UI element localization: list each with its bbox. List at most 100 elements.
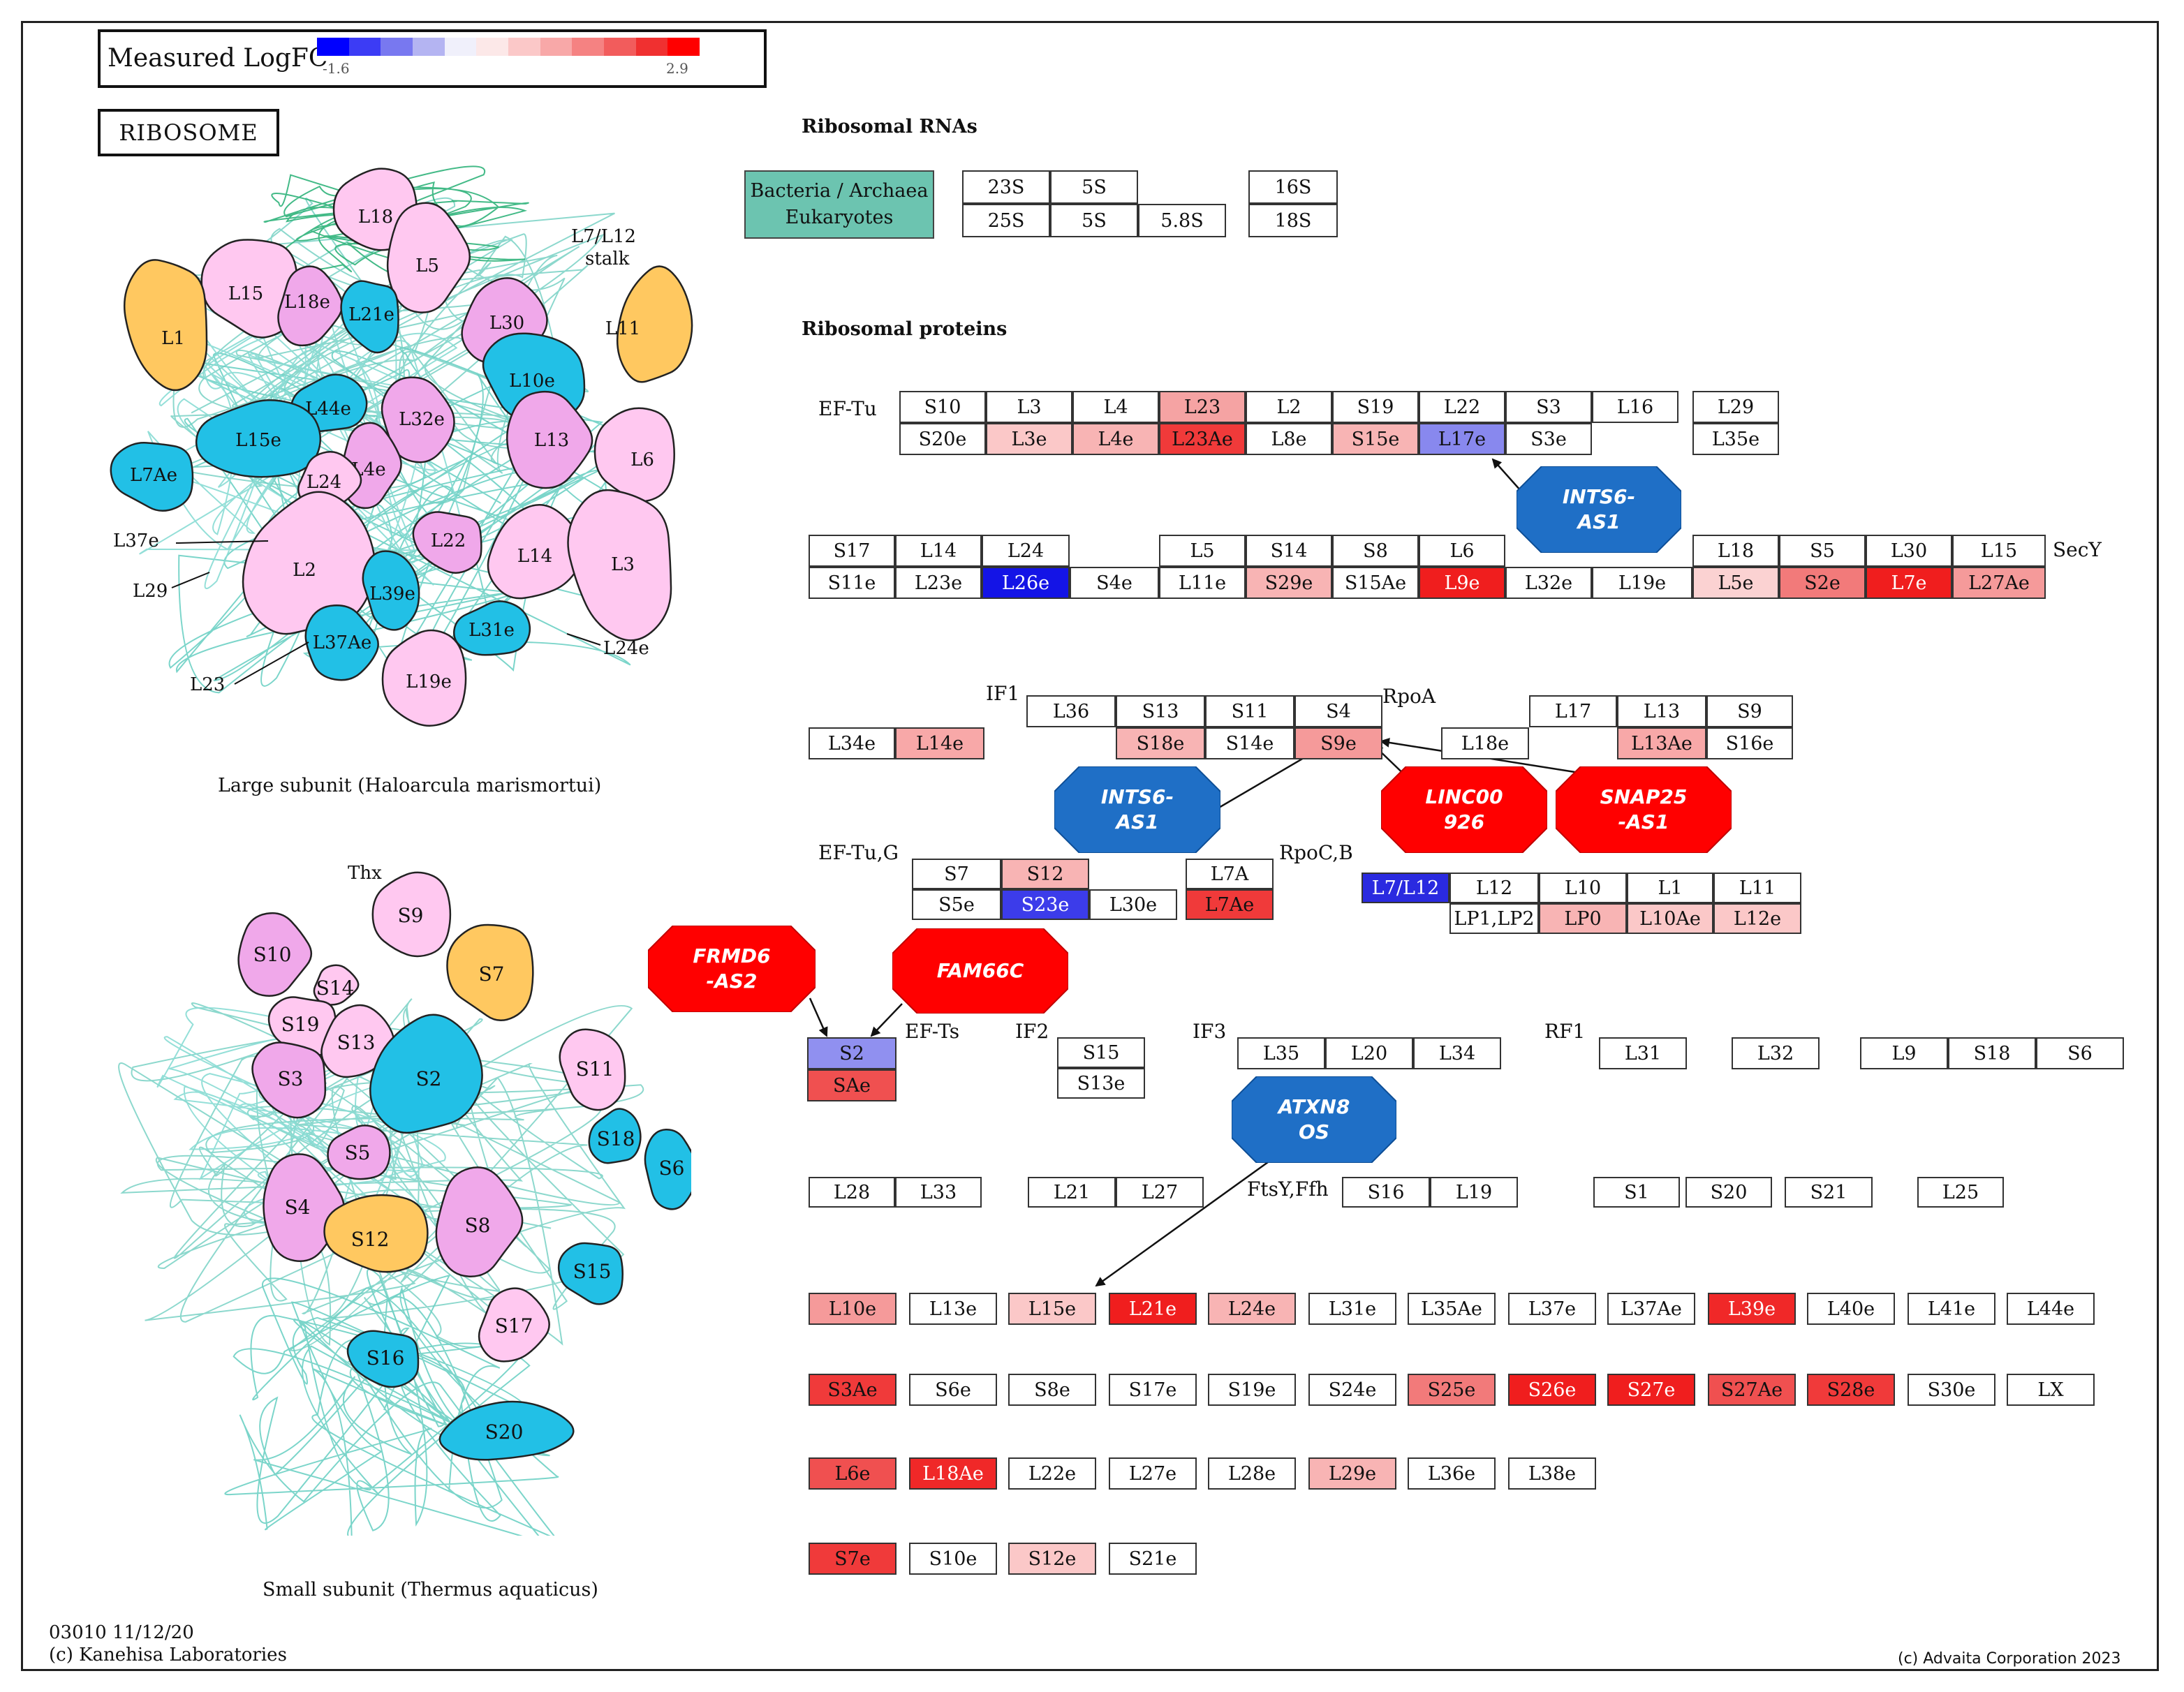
gene-box-o4[interactable]: L27e <box>1109 1457 1197 1490</box>
gene-box-e3[interactable]: S11 <box>1205 695 1294 727</box>
gene-box-h8[interactable]: L12e <box>1713 903 1801 934</box>
gene-box-c8[interactable]: L18 <box>1692 535 1779 567</box>
gene-box-j7[interactable]: L32 <box>1732 1037 1820 1069</box>
gene-box-k5[interactable]: S16 <box>1342 1177 1430 1208</box>
gene-box-j4[interactable]: L20 <box>1325 1037 1413 1069</box>
gene-box-b3[interactable]: L4e <box>1072 423 1159 455</box>
gene-box-d12[interactable]: S2e <box>1779 567 1866 599</box>
gene-box-d11[interactable]: L5e <box>1692 567 1779 599</box>
gene-box-b8[interactable]: S3e <box>1505 423 1592 455</box>
gene-box-j10[interactable]: S6 <box>2036 1037 2124 1069</box>
gene-box-e5[interactable]: L17 <box>1529 695 1617 727</box>
gene-box-a3[interactable]: L4 <box>1072 391 1159 423</box>
gene-box-k4[interactable]: L27 <box>1116 1177 1204 1208</box>
gene-box-c5[interactable]: S14 <box>1246 535 1332 567</box>
gene-box-a5[interactable]: L2 <box>1246 391 1332 423</box>
gene-box-p1[interactable]: S7e <box>809 1543 897 1575</box>
gene-box-d6[interactable]: S29e <box>1246 567 1332 599</box>
gene-box-b5[interactable]: L8e <box>1246 423 1332 455</box>
gene-box-d3[interactable]: L26e <box>982 567 1070 599</box>
gene-box-j8[interactable]: L9 <box>1860 1037 1948 1069</box>
gene-box-a6[interactable]: S19 <box>1332 391 1419 423</box>
gene-box-o3[interactable]: L22e <box>1008 1457 1096 1490</box>
gene-box-m2[interactable]: L13e <box>909 1293 997 1325</box>
gene-box-k6[interactable]: L19 <box>1430 1177 1518 1208</box>
gene-box-n11[interactable]: S28e <box>1807 1374 1895 1406</box>
gene-box-e4[interactable]: S4 <box>1294 695 1382 727</box>
gene-box-d2[interactable]: L23e <box>895 567 982 599</box>
gene-box-g1[interactable]: S7 <box>912 859 1001 889</box>
gene-box-m7[interactable]: L35Ae <box>1408 1293 1496 1325</box>
gene-box-b7[interactable]: L17e <box>1419 423 1505 455</box>
gene-box-n1[interactable]: S3Ae <box>809 1374 897 1406</box>
gene-box-j9[interactable]: S18 <box>1948 1037 2036 1069</box>
gene-box-m5[interactable]: L24e <box>1208 1293 1296 1325</box>
gene-box-h2[interactable]: S23e <box>1001 889 1089 920</box>
gene-box-a10[interactable]: L29 <box>1692 391 1779 423</box>
gene-box-f7[interactable]: S16e <box>1706 727 1793 759</box>
gene-box-d14[interactable]: L27Ae <box>1952 567 2046 599</box>
gene-box-n4[interactable]: S17e <box>1109 1374 1197 1406</box>
gene-box-c1[interactable]: S17 <box>809 535 895 567</box>
gene-box-h4[interactable]: L7Ae <box>1186 889 1274 920</box>
gene-box-a2[interactable]: L3 <box>986 391 1072 423</box>
gene-box-n12[interactable]: S30e <box>1908 1374 1995 1406</box>
gene-box-i2[interactable]: SAe <box>807 1069 897 1101</box>
lncrna-frmd6-as2[interactable]: FRMD6 -AS2 <box>648 926 816 1012</box>
gene-box-j1[interactable]: S15 <box>1057 1037 1145 1068</box>
gene-box-c11[interactable]: L15 <box>1952 535 2046 567</box>
gene-box-d4[interactable]: S4e <box>1070 567 1159 599</box>
lncrna-ints6-as1-lower[interactable]: INTS6- AS1 <box>1054 766 1220 853</box>
gene-box-k10[interactable]: L25 <box>1917 1177 2004 1208</box>
gene-box-f1[interactable]: L14e <box>895 727 984 759</box>
gene-box-n8[interactable]: S26e <box>1508 1374 1596 1406</box>
gene-box-d1[interactable]: S11e <box>809 567 895 599</box>
gene-box-g3[interactable]: L7A <box>1186 859 1274 889</box>
gene-box-k2[interactable]: L33 <box>895 1177 982 1208</box>
gene-box-e6[interactable]: L13 <box>1617 695 1706 727</box>
gene-box-a4[interactable]: L23 <box>1159 391 1246 423</box>
gene-box-e7[interactable]: S9 <box>1706 695 1793 727</box>
gene-box-d13[interactable]: L7e <box>1866 567 1952 599</box>
gene-box-h5[interactable]: LP1,LP2 <box>1449 903 1539 934</box>
gene-box-c4[interactable]: L5 <box>1159 535 1246 567</box>
gene-box-p2[interactable]: S10e <box>909 1543 997 1575</box>
gene-box-j6[interactable]: L31 <box>1599 1037 1687 1069</box>
gene-box-m3[interactable]: L15e <box>1008 1293 1096 1325</box>
gene-box-f2[interactable]: S18e <box>1116 727 1205 759</box>
gene-box-g5[interactable]: L12 <box>1449 873 1539 903</box>
gene-box-g6[interactable]: L10 <box>1539 873 1627 903</box>
gene-box-j3[interactable]: L35 <box>1237 1037 1325 1069</box>
gene-box-d10[interactable]: L19e <box>1592 567 1692 599</box>
gene-box-r25S[interactable]: 25S <box>962 204 1050 237</box>
gene-box-k9[interactable]: S21 <box>1785 1177 1873 1208</box>
gene-box-h1[interactable]: S5e <box>912 889 1001 920</box>
gene-box-m10[interactable]: L39e <box>1708 1293 1796 1325</box>
gene-box-p4[interactable]: S21e <box>1109 1543 1197 1575</box>
gene-box-d9[interactable]: L32e <box>1505 567 1592 599</box>
gene-box-r58S[interactable]: 5.8S <box>1138 204 1226 237</box>
lncrna-atxn8os[interactable]: ATXN8 OS <box>1232 1076 1396 1163</box>
gene-box-r5Sa[interactable]: 5S <box>1050 170 1138 204</box>
gene-box-g8[interactable]: L11 <box>1713 873 1801 903</box>
gene-box-n10[interactable]: S27Ae <box>1708 1374 1796 1406</box>
gene-box-f4[interactable]: S9e <box>1294 727 1382 759</box>
gene-box-k3[interactable]: L21 <box>1028 1177 1116 1208</box>
gene-box-j5[interactable]: L34 <box>1413 1037 1501 1069</box>
gene-box-m13[interactable]: L44e <box>2007 1293 2095 1325</box>
gene-box-c7[interactable]: L6 <box>1419 535 1505 567</box>
gene-box-g7[interactable]: L1 <box>1627 873 1713 903</box>
gene-box-g4[interactable]: L7/L12 <box>1362 873 1449 903</box>
gene-box-o8[interactable]: L38e <box>1508 1457 1596 1490</box>
gene-box-b9[interactable]: L35e <box>1692 423 1779 455</box>
gene-box-n3[interactable]: S8e <box>1008 1374 1096 1406</box>
gene-box-n9[interactable]: S27e <box>1607 1374 1695 1406</box>
gene-box-h6[interactable]: LP0 <box>1539 903 1627 934</box>
gene-box-m1[interactable]: L10e <box>809 1293 897 1325</box>
gene-box-f0[interactable]: L34e <box>809 727 895 759</box>
gene-box-a8[interactable]: S3 <box>1505 391 1592 423</box>
gene-box-n7[interactable]: S25e <box>1408 1374 1496 1406</box>
gene-box-k1[interactable]: L28 <box>809 1177 895 1208</box>
gene-box-m8[interactable]: L37e <box>1508 1293 1596 1325</box>
gene-box-e1[interactable]: L36 <box>1026 695 1116 727</box>
